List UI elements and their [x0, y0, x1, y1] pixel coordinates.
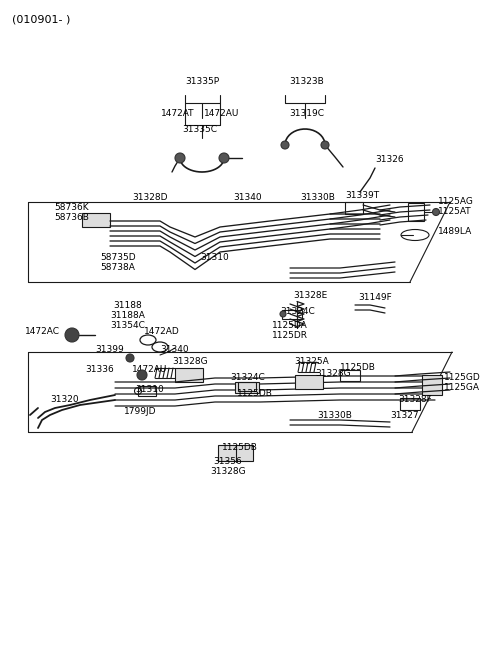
Circle shape: [175, 153, 185, 163]
Text: 31328G: 31328G: [172, 358, 208, 367]
Bar: [238, 382, 256, 391]
Text: 31325A: 31325A: [295, 358, 329, 367]
Text: 31330B: 31330B: [300, 193, 336, 202]
Text: 1799JD: 1799JD: [124, 407, 156, 417]
Circle shape: [219, 153, 229, 163]
Text: 1125AT: 1125AT: [438, 208, 472, 217]
Bar: [408, 203, 424, 221]
Bar: [175, 368, 203, 382]
Text: 31327: 31327: [391, 411, 420, 419]
Circle shape: [126, 354, 134, 362]
Text: 31310: 31310: [136, 386, 164, 394]
Bar: [400, 398, 420, 410]
Text: 31188A: 31188A: [110, 310, 145, 320]
Text: 1125GD: 1125GD: [444, 373, 480, 383]
Text: 31328D: 31328D: [132, 193, 168, 202]
Text: 31336: 31336: [85, 365, 114, 375]
Text: 1125DA: 1125DA: [272, 320, 308, 329]
Text: 31328F: 31328F: [398, 396, 432, 405]
Text: 31335P: 31335P: [185, 77, 219, 86]
Circle shape: [281, 141, 289, 149]
Text: 31310: 31310: [201, 253, 229, 263]
Text: 58735D: 58735D: [100, 252, 136, 261]
Text: 58738A: 58738A: [101, 263, 135, 272]
Text: 31319C: 31319C: [289, 109, 324, 119]
Text: 31320: 31320: [51, 396, 79, 405]
Bar: [138, 386, 156, 396]
Text: 1125DB: 1125DB: [222, 443, 258, 453]
Bar: [345, 202, 363, 214]
Bar: [340, 370, 360, 381]
Text: 1472AU: 1472AU: [132, 365, 168, 375]
Text: 31399: 31399: [96, 345, 124, 354]
Text: 1125DB: 1125DB: [237, 388, 273, 398]
Circle shape: [280, 311, 286, 317]
Text: 1125AG: 1125AG: [438, 198, 474, 206]
Text: 1472AC: 1472AC: [24, 328, 60, 337]
Text: 31324C: 31324C: [281, 307, 315, 316]
Bar: [422, 375, 442, 395]
Circle shape: [65, 328, 79, 342]
Text: 1125DR: 1125DR: [272, 331, 308, 339]
Text: 58736B: 58736B: [55, 214, 89, 223]
Text: 1489LA: 1489LA: [438, 227, 472, 236]
Text: 1125GA: 1125GA: [444, 383, 480, 392]
Text: 31188: 31188: [114, 301, 143, 310]
Text: 31149F: 31149F: [358, 293, 392, 303]
Text: 31340: 31340: [161, 345, 189, 354]
Bar: [235, 382, 259, 393]
Text: 31356: 31356: [214, 457, 242, 466]
Bar: [295, 375, 323, 389]
Text: 1472AT: 1472AT: [161, 109, 195, 119]
Text: 1472AU: 1472AU: [204, 109, 240, 119]
Text: 31328E: 31328E: [293, 291, 327, 301]
Text: 31324C: 31324C: [230, 373, 265, 383]
Text: 31330B: 31330B: [318, 411, 352, 419]
Text: (010901- ): (010901- ): [12, 14, 71, 24]
Bar: [218, 445, 253, 461]
Bar: [282, 310, 302, 319]
Text: 58736K: 58736K: [55, 204, 89, 212]
Text: 31328G: 31328G: [315, 369, 350, 379]
Text: 1125DB: 1125DB: [340, 364, 376, 373]
Circle shape: [137, 370, 147, 380]
Text: 31323B: 31323B: [289, 77, 324, 86]
Circle shape: [321, 141, 329, 149]
Text: 31335C: 31335C: [182, 126, 217, 134]
Text: 31339T: 31339T: [345, 191, 379, 200]
Text: 31326: 31326: [376, 155, 404, 164]
Text: 31354C: 31354C: [110, 320, 145, 329]
Circle shape: [432, 208, 440, 215]
Text: 31328G: 31328G: [210, 468, 246, 476]
Bar: [82, 213, 110, 227]
Text: 31340: 31340: [234, 193, 262, 202]
Text: 1472AD: 1472AD: [144, 328, 180, 337]
